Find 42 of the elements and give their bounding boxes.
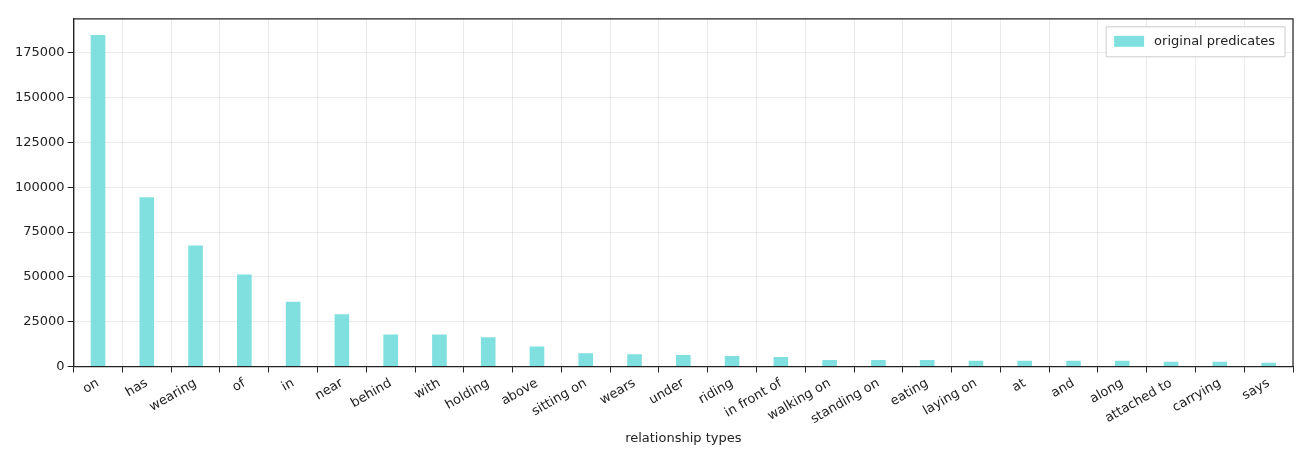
x-tick-label: with — [411, 374, 443, 402]
legend-label: original predicates — [1154, 33, 1276, 49]
x-tick-label: on — [79, 374, 102, 396]
bar — [90, 34, 106, 367]
bar — [188, 245, 203, 367]
bar — [578, 353, 594, 367]
bar — [1261, 362, 1276, 367]
bar — [432, 334, 447, 367]
x-tick-label: says — [1239, 374, 1272, 403]
bar — [627, 354, 642, 367]
bar — [285, 301, 301, 367]
y-tick-label: 75000 — [23, 223, 65, 239]
x-tick-label: has — [122, 374, 151, 400]
y-tick-label: 175000 — [14, 44, 65, 60]
x-tick-label: near — [312, 374, 346, 403]
bar — [1114, 360, 1130, 367]
bar — [919, 359, 935, 367]
bar — [529, 346, 545, 367]
y-tick-label: 150000 — [14, 89, 65, 105]
bar — [822, 359, 837, 367]
bar — [237, 274, 252, 367]
bar — [480, 337, 496, 367]
y-tick-label: 50000 — [23, 268, 65, 284]
bar — [676, 355, 691, 367]
bar — [139, 197, 155, 367]
y-tick-label: 25000 — [23, 313, 65, 329]
x-tick-label: at — [1009, 374, 1028, 395]
x-tick-label: of — [229, 374, 248, 395]
y-tick-label: 125000 — [14, 133, 65, 149]
x-axis-title: relationship types — [625, 429, 742, 445]
bar — [724, 355, 740, 367]
bar — [871, 359, 886, 367]
bar — [334, 314, 350, 367]
x-tick-label: in — [278, 374, 297, 394]
y-tick-label: 100000 — [14, 178, 65, 194]
x-tick-label: and — [1048, 374, 1077, 401]
y-tick-label: 0 — [56, 357, 65, 373]
bar — [773, 357, 789, 367]
bar — [1017, 360, 1033, 367]
bar — [1066, 360, 1081, 367]
bar — [968, 360, 984, 367]
bar — [383, 334, 398, 367]
